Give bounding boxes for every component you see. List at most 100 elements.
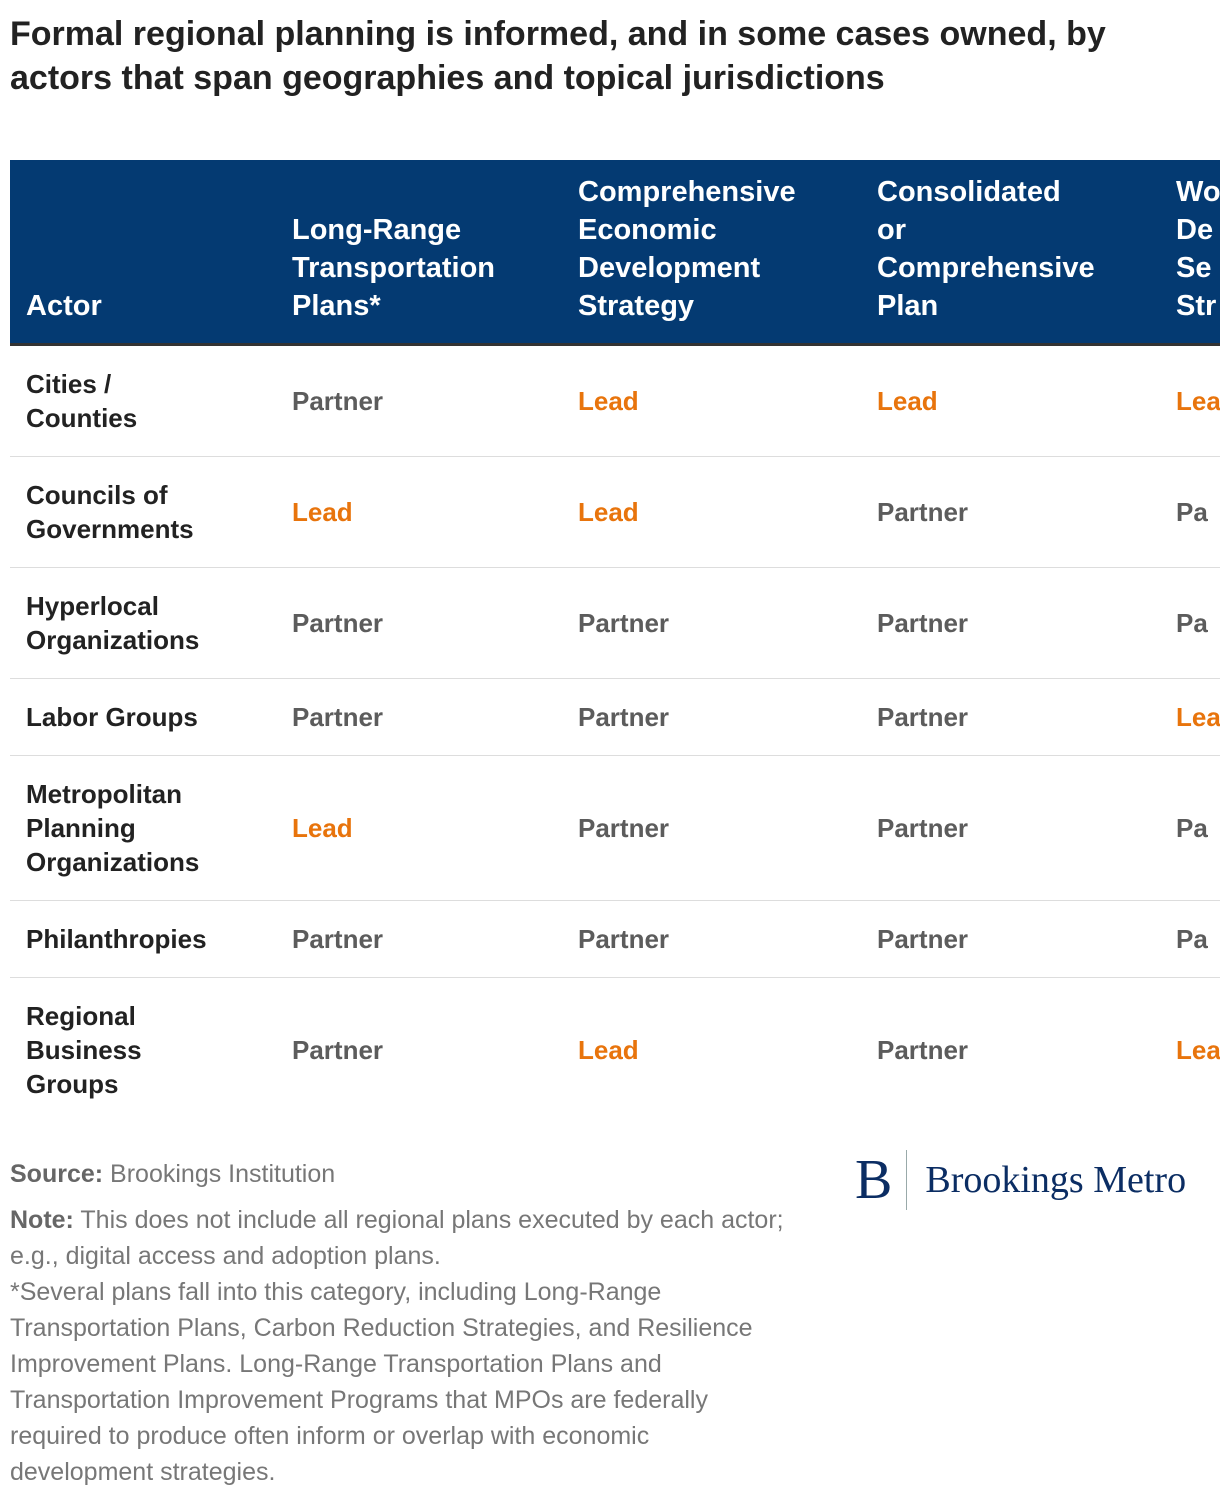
actor-cell: Labor Groups — [10, 679, 276, 755]
role: Lead — [578, 386, 639, 416]
role-cell: Partner — [276, 568, 562, 678]
header-cell: Wo De Se Str — [1160, 160, 1220, 343]
header-line: Comprehensive — [877, 252, 1095, 284]
actor-cell: Regional Business Groups — [10, 978, 276, 1122]
role: Partner — [578, 924, 670, 954]
actor-line: Metropolitan — [26, 779, 182, 809]
header-cell: Long-Range Transportation Plans* — [276, 160, 562, 343]
role-cell: Partner — [276, 901, 562, 977]
role-cell: Pa — [1160, 568, 1220, 678]
role-cell: Lead — [861, 346, 1160, 456]
role-cell: Partner — [562, 901, 861, 977]
role: Lead — [292, 497, 353, 527]
actor-cell: Philanthropies — [10, 901, 276, 977]
actor-cell: Hyperlocal Organizations — [10, 568, 276, 678]
role-cell: Partner — [562, 568, 861, 678]
role: Partner — [877, 608, 969, 638]
role-cell: Partner — [562, 756, 861, 900]
actor-line: Cities / — [26, 369, 112, 399]
role: Partner — [292, 702, 384, 732]
role-cell: Partner — [276, 346, 562, 456]
footnote: *Several plans fall into this category, … — [10, 1278, 753, 1486]
role-cell: Lea — [1160, 978, 1220, 1122]
role-cell: Lead — [562, 457, 861, 567]
role-cell: Partner — [562, 679, 861, 755]
header-line: Strategy — [578, 290, 695, 322]
header-line: Development — [578, 252, 761, 284]
header-row: Actor Long-Range Transportation Plans* Compr… — [10, 160, 1220, 346]
header-cell: Comprehensive Economic Development Strategy — [562, 160, 861, 343]
role-cell: Partner — [861, 568, 1160, 678]
table-row: Councils of Governments Lead Lead Partner Pa — [10, 457, 1220, 568]
header-line: Actor — [26, 290, 102, 322]
header-line: Se — [1176, 252, 1212, 284]
role: Partner — [578, 608, 670, 638]
role-cell: Lead — [562, 978, 861, 1122]
actor-line: Groups — [26, 1069, 119, 1099]
role-cell: Partner — [861, 756, 1160, 900]
actor-cell: Metropolitan Planning Organizations — [10, 756, 276, 900]
actor-line: Philanthropies — [26, 924, 207, 954]
role: Partner — [877, 813, 969, 843]
source-label: Source: — [10, 1160, 104, 1188]
actor-line: Counties — [26, 403, 138, 433]
role: Partner — [877, 1035, 969, 1065]
note: Note: This does not include all regional… — [10, 1202, 790, 1274]
header-line: Comprehensive — [578, 176, 796, 208]
logo-mark: B — [855, 1150, 908, 1210]
header-line: Str — [1176, 290, 1217, 322]
role-cell: Partner — [276, 978, 562, 1122]
logo: B Brookings Metro — [855, 1150, 1186, 1210]
role-cell: Lea — [1160, 346, 1220, 456]
role: Pa — [1176, 924, 1208, 954]
role: Partner — [292, 924, 384, 954]
actor-line: Labor Groups — [26, 702, 198, 732]
note-label: Note: — [10, 1206, 74, 1234]
role-cell: Partner — [861, 978, 1160, 1122]
table-row: Regional Business Groups Partner Lead Partner… — [10, 978, 1220, 1122]
table-row: Labor Groups Partner Partner Partner Lea — [10, 679, 1220, 756]
table-row: Philanthropies Partner Partner Partner Pa — [10, 901, 1220, 978]
role: Partner — [578, 813, 670, 843]
header-line: or — [877, 214, 906, 246]
role-cell: Lea — [1160, 679, 1220, 755]
role-cell: Pa — [1160, 756, 1220, 900]
header-line: Economic — [578, 214, 717, 246]
role: Lead — [292, 813, 353, 843]
header-line: Long-Range — [292, 214, 462, 246]
role-cell: Partner — [861, 901, 1160, 977]
header-cell: Consolidated or Comprehensive Plan — [861, 160, 1160, 343]
header-cell: Actor — [10, 160, 276, 343]
table-row: Hyperlocal Organizations Partner Partner Par… — [10, 568, 1220, 679]
title: Formal regional planning is informed, an… — [10, 15, 1106, 97]
header-line: Plan — [877, 290, 939, 322]
role: Partner — [292, 608, 384, 638]
role: Partner — [578, 702, 670, 732]
role-cell: Partner — [861, 679, 1160, 755]
role: Partner — [877, 702, 969, 732]
actor-line: Business — [26, 1035, 142, 1065]
actor-line: Planning — [26, 813, 136, 843]
actor-line: Organizations — [26, 625, 200, 655]
table: Actor Long-Range Transportation Plans* Compr… — [10, 160, 1220, 1122]
role: Partner — [292, 1035, 384, 1065]
role: Pa — [1176, 497, 1208, 527]
header-line: Wo — [1176, 176, 1220, 208]
role: Lead — [578, 497, 639, 527]
role: Partner — [877, 924, 969, 954]
role: Lea — [1176, 1035, 1220, 1065]
header-line: Transportation — [292, 252, 496, 284]
source: Source: Brookings Institution — [10, 1156, 790, 1192]
role-cell: Lead — [562, 346, 861, 456]
actor-cell: Cities / Counties — [10, 346, 276, 456]
logo-text: Brookings Metro — [925, 1159, 1187, 1201]
header-line: De — [1176, 214, 1214, 246]
header-line: Plans* — [292, 290, 381, 322]
role-cell: Lead — [276, 756, 562, 900]
role-cell: Lead — [276, 457, 562, 567]
role-cell: Pa — [1160, 457, 1220, 567]
role: Partner — [292, 386, 384, 416]
actor-line: Councils of — [26, 480, 168, 510]
role: Lead — [877, 386, 938, 416]
role: Lea — [1176, 386, 1220, 416]
